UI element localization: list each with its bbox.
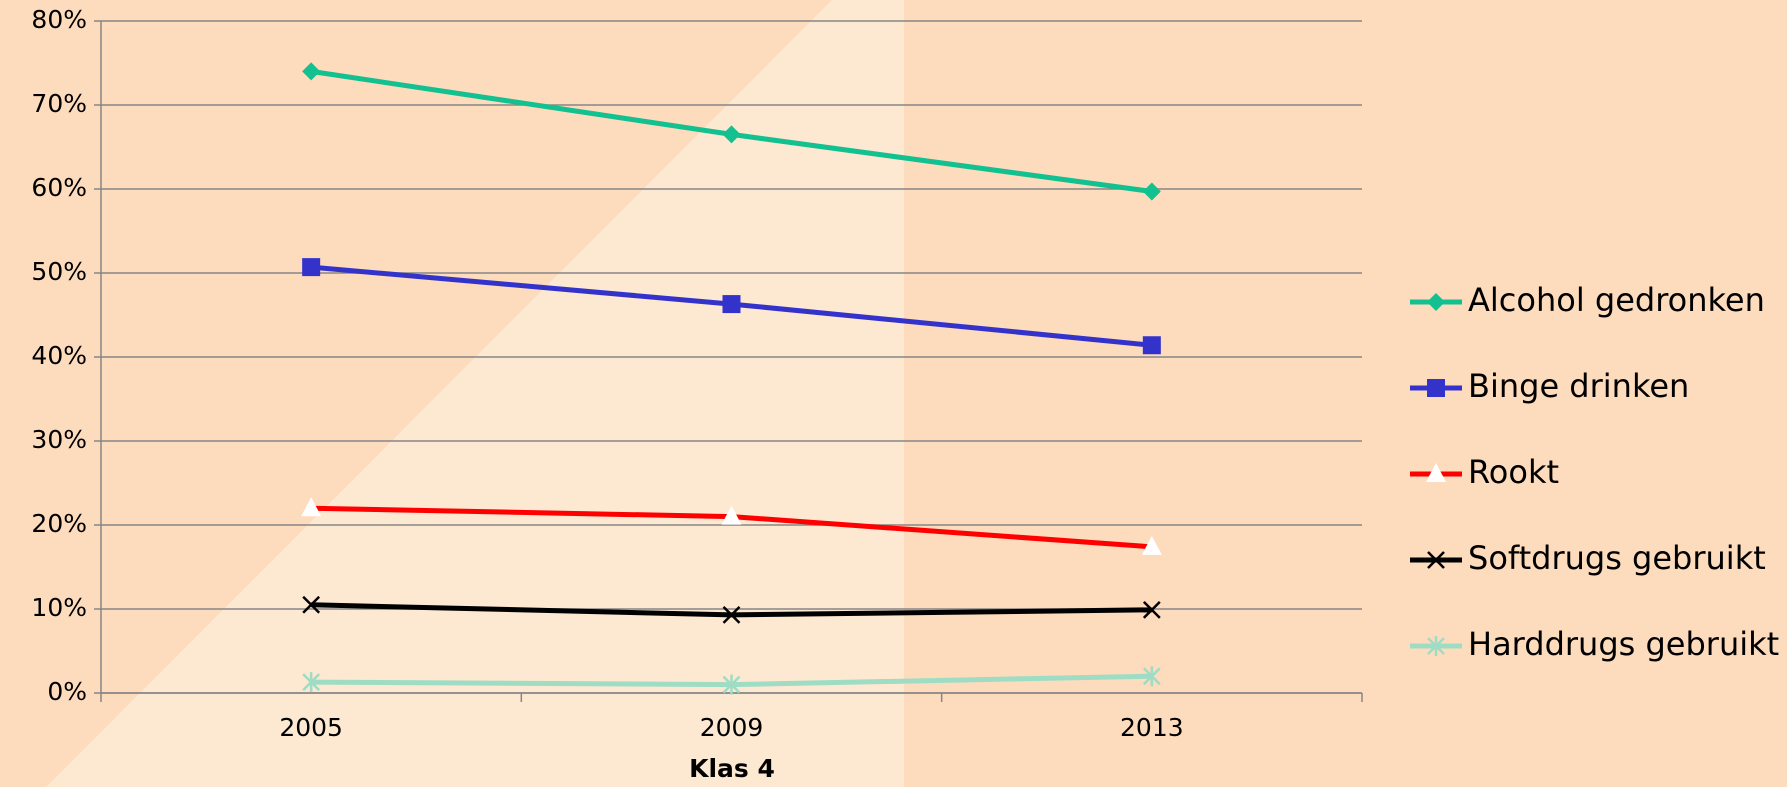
marker bbox=[1427, 379, 1445, 397]
y-tick-label: 70% bbox=[31, 89, 87, 118]
marker bbox=[302, 62, 321, 81]
x-axis-label: Klas 4 bbox=[689, 754, 775, 783]
marker bbox=[302, 595, 321, 614]
marker bbox=[722, 295, 741, 314]
legend-label: Rookt bbox=[1468, 453, 1559, 491]
marker bbox=[1141, 535, 1162, 555]
marker bbox=[722, 605, 741, 624]
x-tick-label: 2005 bbox=[279, 713, 343, 742]
marker bbox=[722, 125, 741, 144]
y-tick-label: 40% bbox=[31, 341, 87, 370]
y-tick-label: 10% bbox=[31, 593, 87, 622]
y-tick-label: 20% bbox=[31, 509, 87, 538]
legend-label: Binge drinken bbox=[1468, 367, 1689, 405]
marker bbox=[302, 672, 321, 693]
marker bbox=[1142, 666, 1161, 687]
background-highlight bbox=[46, 0, 904, 787]
marker bbox=[721, 505, 742, 525]
y-tick-label: 50% bbox=[31, 257, 87, 286]
marker bbox=[1142, 182, 1161, 201]
y-tick-label: 60% bbox=[31, 173, 87, 202]
marker bbox=[1427, 293, 1445, 311]
marker bbox=[1426, 463, 1446, 482]
marker bbox=[1142, 336, 1161, 355]
x-tick-label: 2009 bbox=[700, 713, 764, 742]
marker bbox=[301, 497, 322, 517]
legend-label: Softdrugs gebruikt bbox=[1468, 539, 1766, 577]
marker bbox=[722, 674, 741, 695]
legend-label: Alcohol gedronken bbox=[1468, 281, 1765, 319]
legend-label: Harddrugs gebruikt bbox=[1468, 625, 1779, 663]
marker bbox=[1142, 600, 1161, 619]
marker bbox=[1427, 636, 1445, 656]
marker bbox=[1427, 551, 1445, 569]
y-tick-label: 30% bbox=[31, 425, 87, 454]
marker bbox=[302, 258, 321, 277]
y-tick-label: 80% bbox=[31, 5, 87, 34]
x-tick-label: 2013 bbox=[1120, 713, 1184, 742]
y-tick-label: 0% bbox=[47, 677, 87, 706]
